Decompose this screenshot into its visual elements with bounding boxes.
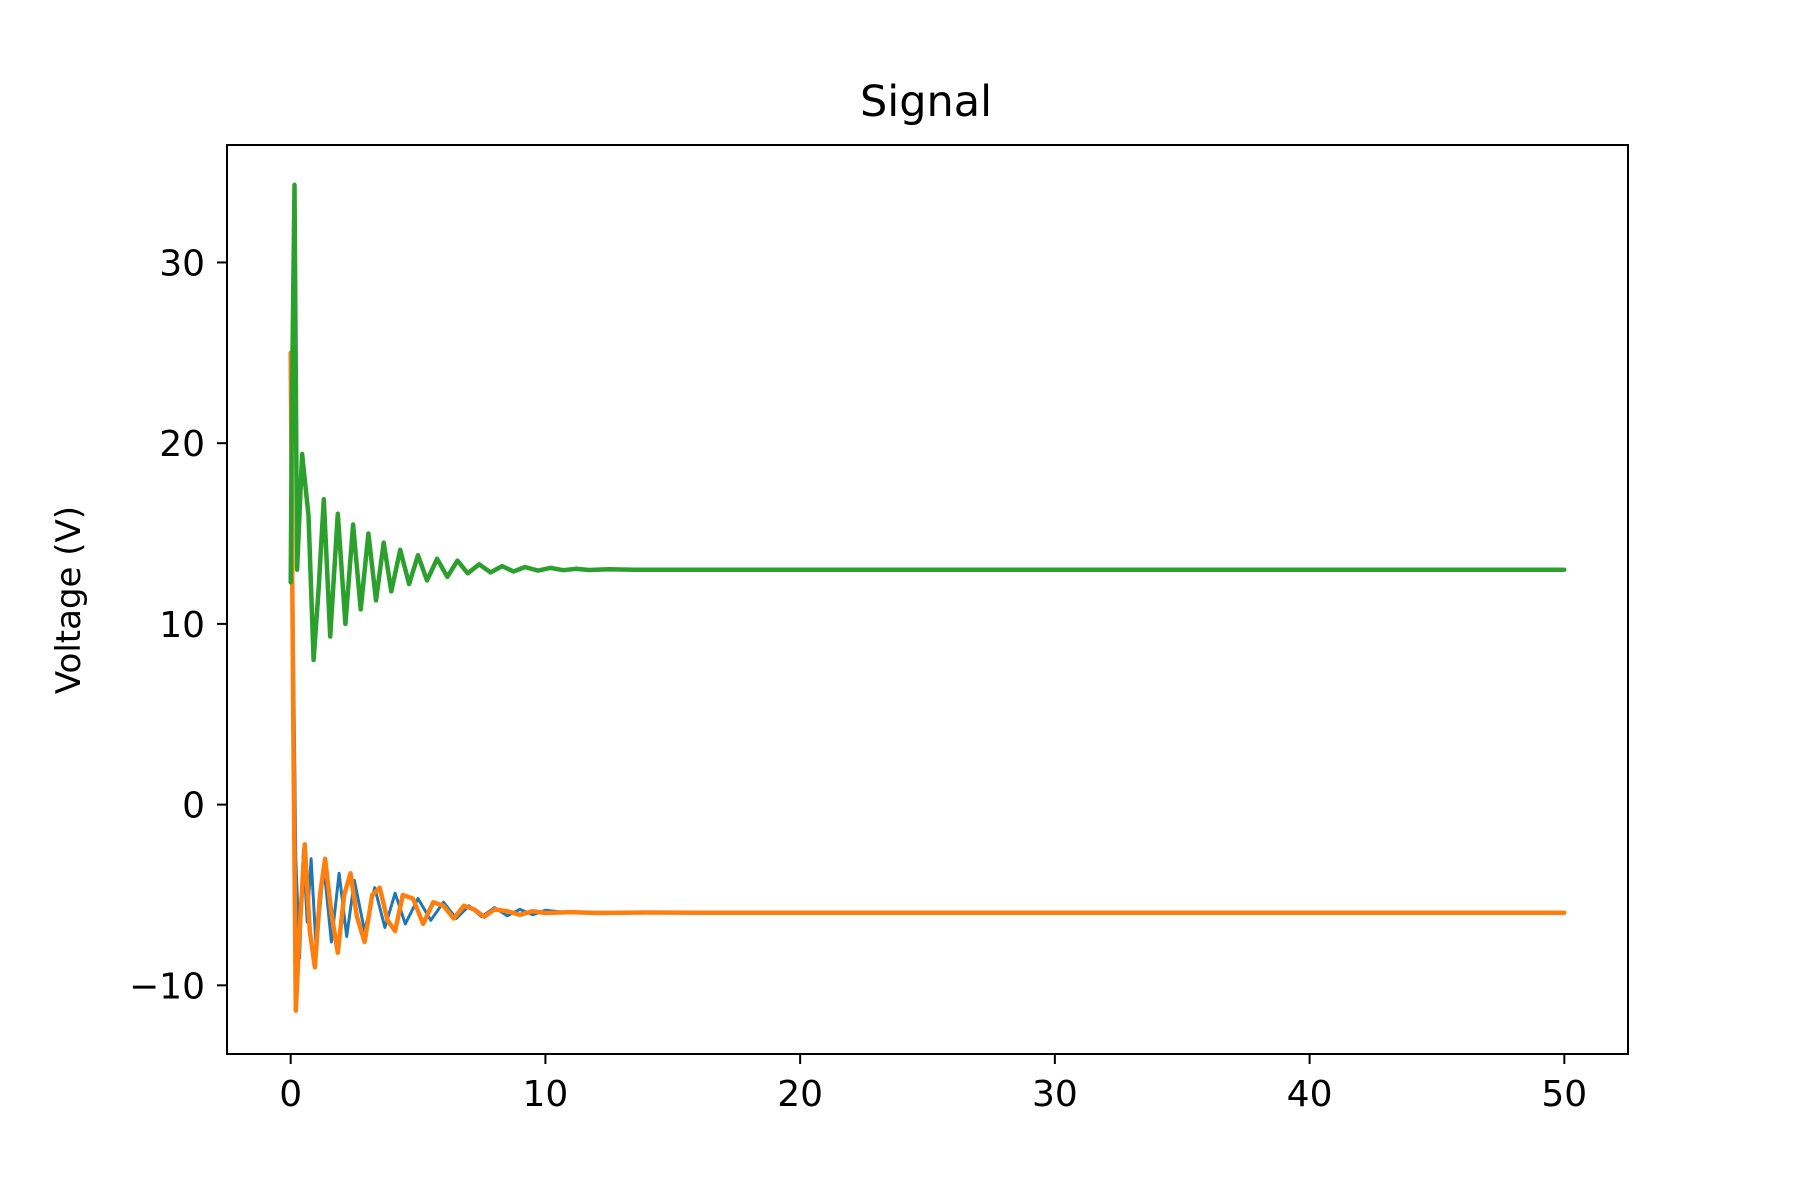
x-tick-label: 40 (1287, 1074, 1333, 1115)
plot-area-frame (226, 144, 1629, 1055)
x-tick-label: 50 (1541, 1074, 1587, 1115)
y-tick-label: 20 (159, 424, 205, 465)
x-tick-label: 20 (777, 1074, 823, 1115)
series-line-1 (289, 369, 1566, 960)
series-line-2 (288, 350, 1567, 1013)
y-tick-label: 0 (182, 786, 205, 827)
y-axis-label: Voltage (V) (49, 506, 89, 694)
y-tick-label: 30 (159, 243, 205, 284)
x-tick-label: 30 (1032, 1074, 1078, 1115)
series-line-3 (288, 182, 1567, 663)
y-tick-label: 10 (159, 605, 205, 646)
axes: 0 10 20 30 40 50 −10 0 10 20 30 (129, 243, 1587, 1115)
x-tick-label: 0 (279, 1074, 302, 1115)
y-tick-label: −10 (129, 966, 205, 1007)
x-tick-label: 10 (523, 1074, 569, 1115)
chart-title: Signal (860, 77, 992, 127)
series-group (288, 182, 1567, 1013)
